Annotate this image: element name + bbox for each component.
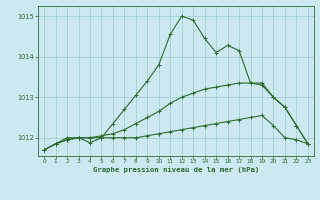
- X-axis label: Graphe pression niveau de la mer (hPa): Graphe pression niveau de la mer (hPa): [93, 166, 259, 173]
